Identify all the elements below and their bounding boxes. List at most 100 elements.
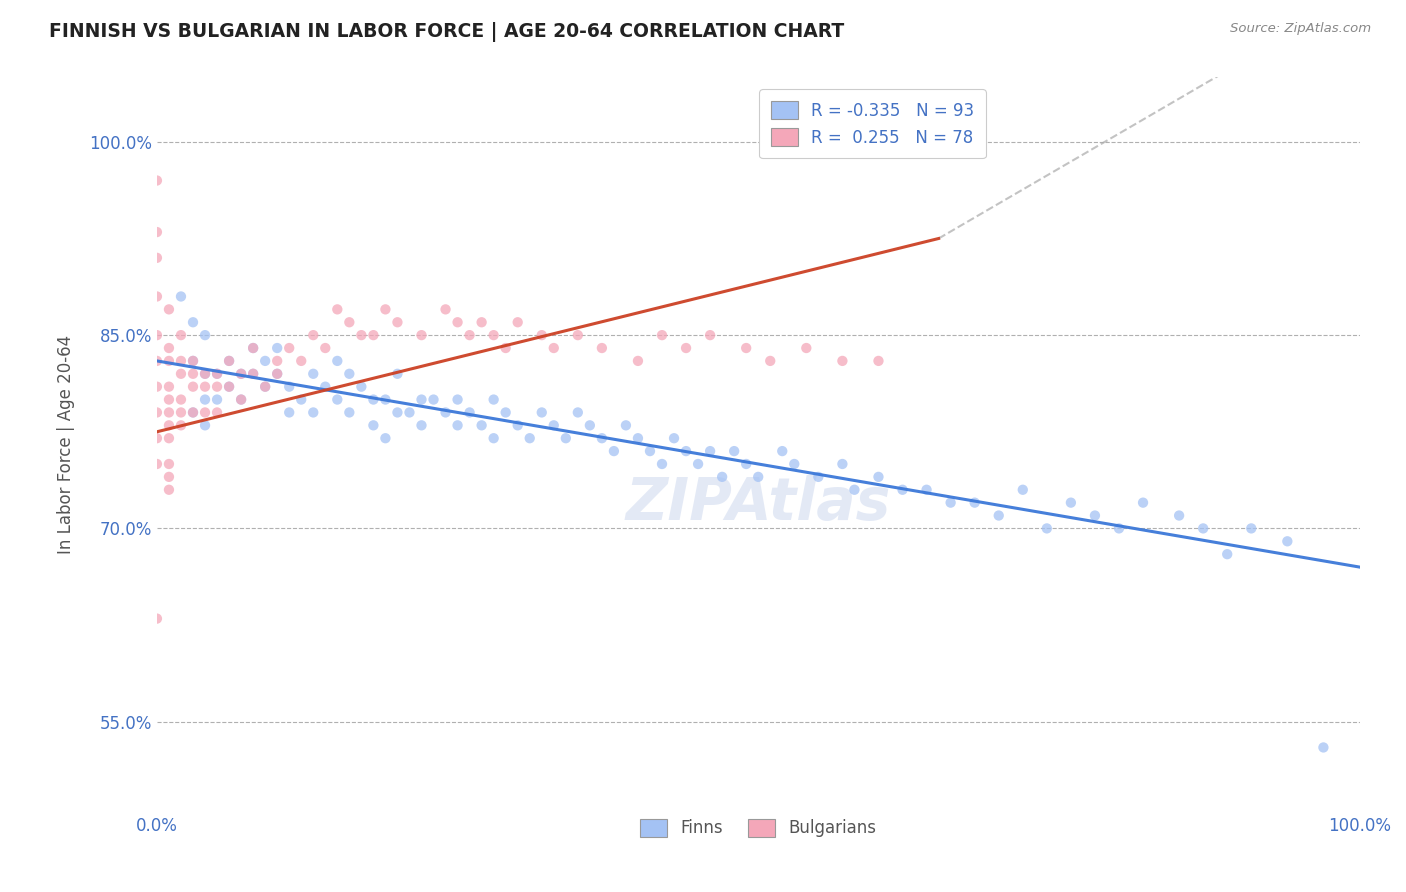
Point: [170, 354, 193, 368]
Point: [688, 457, 710, 471]
Point: [194, 367, 217, 381]
Point: [229, 367, 252, 381]
Point: [302, 328, 325, 343]
Point: [482, 431, 505, 445]
Point: [242, 367, 264, 381]
Point: [411, 392, 433, 407]
Point: [218, 354, 240, 368]
Point: [157, 302, 180, 317]
Point: [1168, 508, 1191, 523]
Point: [591, 431, 613, 445]
Point: [157, 431, 180, 445]
Point: [1277, 534, 1299, 549]
Point: [458, 328, 481, 343]
Point: [146, 354, 169, 368]
Point: [471, 315, 494, 329]
Point: [266, 341, 288, 355]
Point: [254, 379, 277, 393]
Point: [266, 367, 288, 381]
Point: [146, 457, 169, 471]
Point: [157, 470, 180, 484]
Point: [807, 470, 830, 484]
Point: [627, 431, 650, 445]
Point: [662, 431, 685, 445]
Point: [194, 367, 217, 381]
Point: [506, 418, 529, 433]
Point: [638, 444, 661, 458]
Point: [278, 379, 301, 393]
Point: [181, 354, 204, 368]
Point: [278, 341, 301, 355]
Point: [398, 405, 420, 419]
Point: [363, 418, 385, 433]
Point: [868, 354, 890, 368]
Point: [194, 328, 217, 343]
Point: [326, 392, 349, 407]
Point: [181, 405, 204, 419]
Point: [844, 483, 866, 497]
Point: [868, 470, 890, 484]
Point: [735, 457, 758, 471]
Point: [434, 405, 457, 419]
Point: [495, 341, 517, 355]
Point: [350, 328, 373, 343]
Point: [157, 392, 180, 407]
Point: [675, 444, 697, 458]
Point: [627, 354, 650, 368]
Point: [422, 392, 444, 407]
Text: Source: ZipAtlas.com: Source: ZipAtlas.com: [1230, 22, 1371, 36]
Point: [170, 418, 193, 433]
Point: [374, 392, 396, 407]
Point: [1036, 521, 1059, 535]
Point: [735, 341, 758, 355]
Point: [157, 341, 180, 355]
Point: [194, 405, 217, 419]
Point: [1132, 495, 1154, 509]
Point: [314, 379, 336, 393]
Point: [411, 418, 433, 433]
Point: [458, 405, 481, 419]
Point: [482, 392, 505, 407]
Point: [157, 379, 180, 393]
Point: [519, 431, 541, 445]
Point: [157, 418, 180, 433]
Point: [495, 405, 517, 419]
Text: ZIPAtlas: ZIPAtlas: [626, 475, 891, 532]
Point: [446, 315, 468, 329]
Point: [1312, 740, 1334, 755]
Point: [434, 302, 457, 317]
Point: [146, 612, 169, 626]
Point: [205, 367, 228, 381]
Point: [614, 418, 637, 433]
Point: [567, 328, 589, 343]
Point: [337, 405, 360, 419]
Point: [278, 405, 301, 419]
Point: [181, 354, 204, 368]
Point: [770, 444, 793, 458]
Point: [290, 354, 312, 368]
Point: [446, 418, 468, 433]
Point: [170, 289, 193, 303]
Point: [530, 328, 553, 343]
Point: [1108, 521, 1130, 535]
Point: [554, 431, 576, 445]
Point: [146, 225, 169, 239]
Y-axis label: In Labor Force | Age 20-64: In Labor Force | Age 20-64: [58, 335, 75, 554]
Point: [579, 418, 602, 433]
Point: [506, 315, 529, 329]
Point: [675, 341, 697, 355]
Point: [194, 392, 217, 407]
Point: [471, 418, 494, 433]
Point: [699, 444, 721, 458]
Point: [363, 328, 385, 343]
Point: [891, 483, 914, 497]
Point: [205, 392, 228, 407]
Point: [181, 367, 204, 381]
Point: [205, 379, 228, 393]
Point: [374, 431, 396, 445]
Point: [146, 379, 169, 393]
Point: [411, 328, 433, 343]
Point: [181, 405, 204, 419]
Point: [543, 341, 565, 355]
Point: [1240, 521, 1263, 535]
